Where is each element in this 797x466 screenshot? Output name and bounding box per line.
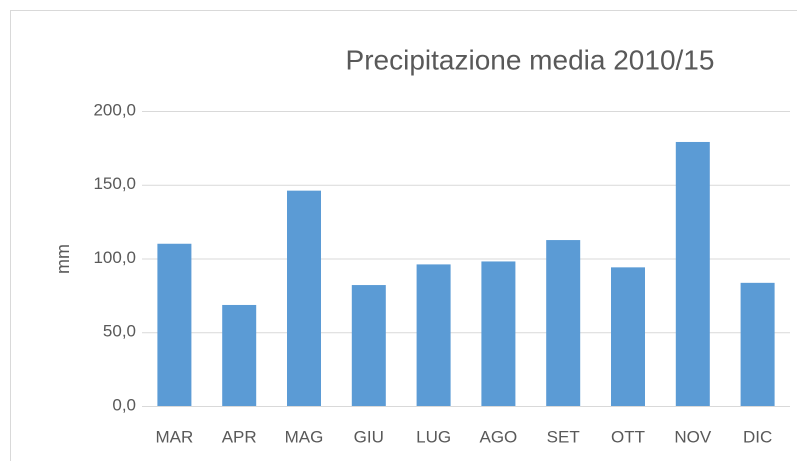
chart-title: Precipitazione media 2010/15 (346, 44, 715, 75)
x-tick-label: GIU (354, 427, 384, 446)
x-tick-label: MAR (156, 427, 194, 446)
y-tick-label: 200,0 (93, 100, 136, 119)
bar (417, 264, 451, 406)
bar (611, 267, 645, 406)
bar (222, 305, 256, 406)
x-tick-label: OTT (611, 427, 645, 446)
bar (287, 191, 321, 406)
y-axis-label: mm (53, 244, 73, 274)
bar (546, 240, 580, 406)
bar (676, 142, 710, 406)
x-tick-label: SET (547, 427, 580, 446)
x-tick-label: APR (222, 427, 257, 446)
bar (741, 283, 775, 406)
x-tick-label: MAG (285, 427, 324, 446)
bar (157, 244, 191, 406)
x-tick-label: AGO (480, 427, 518, 446)
x-tick-label: DIC (743, 427, 772, 446)
y-tick-label: 150,0 (93, 174, 136, 193)
x-tick-label: NOV (674, 427, 712, 446)
bar (481, 261, 515, 406)
bar (352, 285, 386, 406)
x-tick-label: LUG (416, 427, 451, 446)
y-tick-label: 100,0 (93, 248, 136, 267)
y-tick-label: 50,0 (103, 322, 136, 341)
y-tick-label: 0,0 (112, 395, 136, 414)
